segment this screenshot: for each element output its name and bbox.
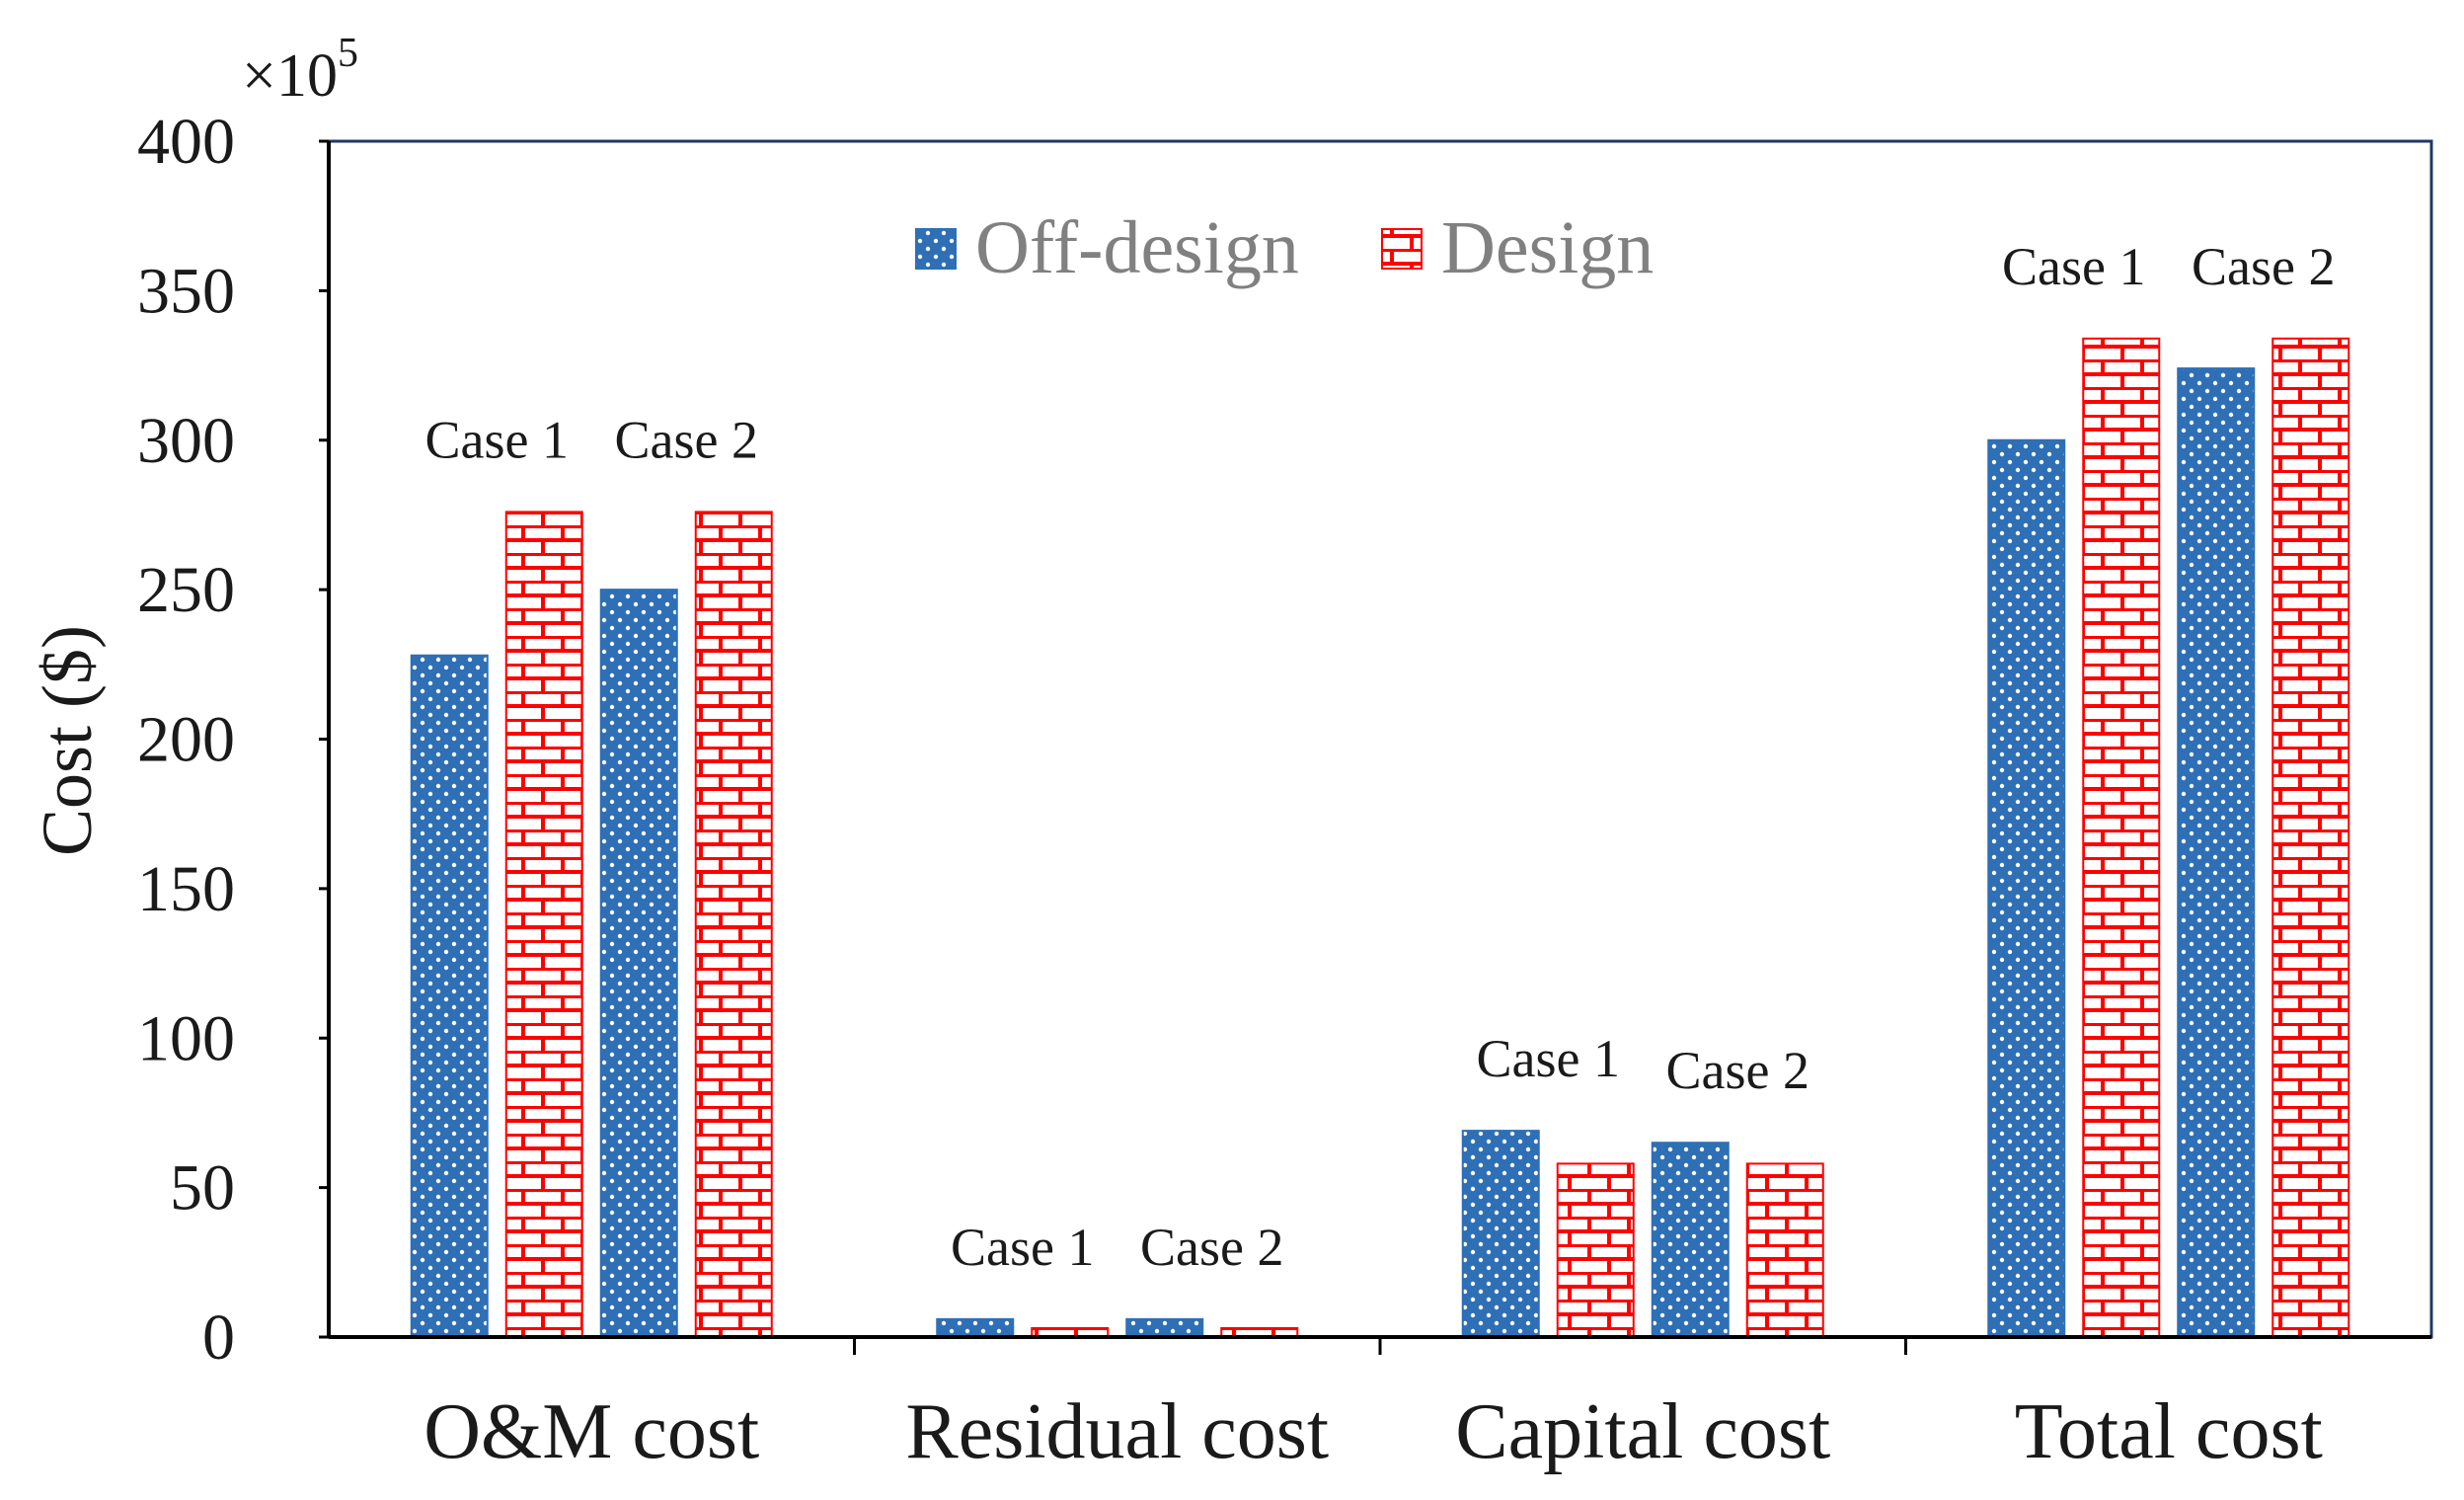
case-label: Case 1	[951, 1218, 1094, 1277]
bar-off-design-case-2	[599, 589, 678, 1338]
bar-design-case-1	[1556, 1162, 1635, 1339]
bar-off-design-case-2	[1651, 1142, 1730, 1339]
bar-off-design-case-1	[410, 654, 489, 1338]
bar-design-case-1	[504, 511, 583, 1338]
y-tick-label: 400	[137, 106, 235, 178]
bar-off-design-case-1	[936, 1317, 1015, 1338]
legend: Off-design Design	[915, 206, 1654, 289]
bar-design-case-2	[2272, 337, 2350, 1338]
x-category-layer: O&M cost Residual cost Capital cost Total c…	[424, 1337, 2323, 1475]
y-tick-label: 150	[137, 853, 235, 925]
case-label: Case 2	[615, 410, 758, 469]
y-tick-label: 250	[137, 554, 235, 626]
legend-label: Design	[1441, 206, 1654, 289]
case-label: Case 2	[1666, 1041, 1810, 1100]
legend-label: Off-design	[975, 206, 1299, 289]
bar-off-design-case-2	[2177, 367, 2256, 1338]
x-category-label: O&M cost	[424, 1388, 759, 1475]
legend-swatch-design	[1381, 228, 1423, 270]
case-label: Case 1	[1477, 1029, 1620, 1088]
x-category-label: Residual cost	[905, 1388, 1329, 1475]
x-category-label: Total cost	[2015, 1388, 2323, 1475]
bars-layer	[410, 337, 2350, 1339]
bar-design-case-1	[2082, 337, 2161, 1338]
case-label: Case 2	[2192, 237, 2335, 296]
y-tick-label: 50	[170, 1152, 235, 1224]
y-tick-label: 300	[137, 405, 235, 477]
y-tick-label: 0	[202, 1302, 235, 1374]
y-tick-label: 100	[137, 1002, 235, 1074]
case-label: Case 2	[1140, 1218, 1283, 1277]
bar-off-design-case-2	[1125, 1317, 1204, 1338]
y-multiplier: ×105	[242, 31, 358, 110]
legend-swatch-off-design	[915, 228, 957, 270]
y-tick-label: 200	[137, 704, 235, 776]
bar-off-design-case-1	[1461, 1130, 1540, 1339]
case-labels-layer: Case 1 Case 2 Case 1 Case 2 Case 1 Case 2 Case…	[425, 237, 2336, 1277]
case-label: Case 1	[2002, 237, 2145, 296]
bar-design-case-2	[694, 511, 773, 1338]
y-ticks-layer: 0 50 100 150 200 250 300 350 400	[137, 106, 329, 1374]
y-axis-label: Cost ($)	[28, 625, 107, 856]
x-category-label: Capital cost	[1455, 1388, 1830, 1475]
bar-design-case-2	[1745, 1162, 1824, 1339]
bar-off-design-case-1	[1987, 438, 2066, 1338]
y-tick-label: 350	[137, 255, 235, 327]
case-label: Case 1	[425, 410, 569, 469]
